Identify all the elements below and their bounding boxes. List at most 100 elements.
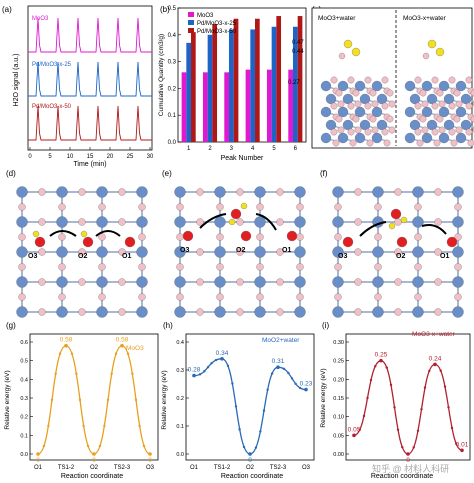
o-atom [381,128,389,136]
o-atom [414,233,422,241]
energy-dot [374,364,377,368]
trace-pd50 [28,105,152,141]
mo-atom [443,93,455,105]
panel-d-structure [16,186,148,318]
o-atom [38,218,46,226]
energy-dot [270,372,274,375]
mo-atom [421,106,433,118]
energy-point-label: 0.05 [348,426,361,433]
o-atom [364,76,372,84]
o-atom [421,100,429,108]
o-atom [18,293,26,301]
mo-atom [214,306,226,318]
o-atom [416,139,424,147]
trace-label-pd50: Pd/MoO3-x-50 [32,104,72,110]
energy-point-label: 0 [406,457,410,464]
yellow-atom [32,230,40,238]
o-atom [421,126,429,134]
annotation-027: 0.27 [288,80,300,86]
mo-atom [371,80,383,92]
bar-Pd/MoO3-x-50-1 [191,32,196,143]
mo-atom [332,246,344,258]
o-atom [436,89,444,97]
energy-point-label: 0.24 [429,355,442,362]
mo-atom [174,306,186,318]
o-atom [176,233,184,241]
o-atom [438,126,446,134]
o-atom [414,128,422,136]
x-tick-label: O3 [302,465,311,471]
o-atom [431,102,439,110]
energy-dot [393,406,396,409]
y-tick-label: 0.1 [20,433,28,439]
o-atom [388,126,396,134]
o-atom [453,89,461,97]
energy-dot [103,424,106,428]
panel-label-e: (e) [162,169,172,178]
o-atom [354,126,362,134]
bar-Pd/MoO3-x-25-4 [250,29,256,142]
ored-atom-o1 [286,230,298,242]
energy-dot [401,445,404,449]
o-atom [414,203,422,211]
mo-atom [332,306,344,318]
mo-atom [421,80,433,92]
panel-h-xlabel: Reaction coordinate [221,473,283,480]
energy-dot [358,428,361,432]
mo-atom [455,80,467,92]
energy-dot [210,361,213,365]
mo-atom [16,276,28,288]
o-atom [388,100,396,108]
panel-g-legend: MoO3 [126,345,144,352]
o-atom [138,233,146,241]
panel-b-xtick-label: 1 [187,146,191,152]
o-atom [381,102,389,110]
o-atom [256,293,264,301]
energy-point [36,452,40,456]
mo-atom [16,216,28,228]
energy-point-label: 0.23 [300,381,313,388]
bar-Pd/MoO3-x-25-1 [186,42,192,143]
arrow-d1 [95,230,121,237]
bar-Pd/MoO3-x-50-2 [212,24,218,142]
panel-c-structure-right [404,39,474,147]
energy-dot [282,367,286,371]
o-atom [394,218,402,226]
o-atom [58,233,66,241]
mo-atom [16,306,28,318]
mo-atom [136,216,148,228]
panel-h-chart: 0.28 0.34 0 0.31 0.23 O1 TS1-2 O2 TS2-3 O3 0.0 0.1 0… [176,333,315,471]
o-atom [454,263,462,271]
mo-atom [354,132,366,144]
y-tick-label: 0.5 [20,359,28,365]
x-tick-label: TS2-3 [114,465,131,471]
o-atom [98,293,106,301]
o-atom [431,128,439,136]
o-atom [383,139,391,147]
o-atom [465,76,473,84]
o-atom [352,115,360,123]
mo-atom [254,246,266,258]
panel-c-title-left: MoO3+water [318,15,356,22]
mo-atom [412,276,424,288]
yellow-atom [400,216,408,224]
o-atom [334,233,342,241]
energy-dot [86,444,90,448]
o-atom [196,188,204,196]
mo-atom [332,216,344,228]
panel-a-xtick-label: 5 [48,154,52,160]
o-atom [38,188,46,196]
energy-point-label: 0.28 [188,367,201,374]
energy-dot [362,414,366,418]
yellow-atom [80,230,88,238]
energy-point [433,362,437,367]
y-tick-label: 0.4 [176,340,184,346]
x-tick-label: O2 [246,465,255,471]
panel-label-g: (g) [6,321,16,330]
mo-atom [16,186,28,198]
o-atom [176,263,184,271]
energy-dot [70,352,74,355]
legend-label-moo3: MoO3 [197,13,214,19]
energy-dot [50,398,54,402]
mo-atom [214,276,226,288]
